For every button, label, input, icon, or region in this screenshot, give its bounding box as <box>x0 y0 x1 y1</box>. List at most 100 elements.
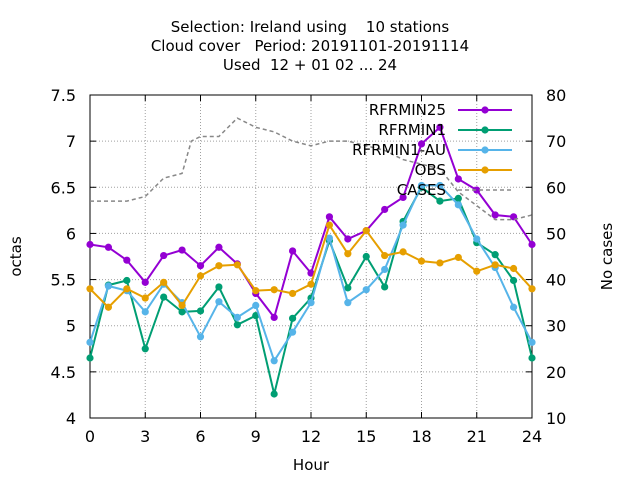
series-rfrmin1-au-point <box>528 338 536 346</box>
series-rfrmin1-point <box>454 194 462 202</box>
series-obs-point <box>528 285 536 293</box>
series-rfrmin1-point <box>86 354 94 362</box>
series-rfrmin25-point <box>288 247 297 255</box>
series-rfrmin25-point <box>491 211 499 219</box>
series-rfrmin1-au-point <box>436 181 444 190</box>
series-obs-point <box>307 280 315 288</box>
legend-rfrmin1-marker <box>481 126 489 134</box>
series-rfrmin25-point <box>123 256 131 264</box>
series-obs-point <box>473 267 481 275</box>
x-axis-label: Hour <box>293 456 330 474</box>
series-rfrmin1-au-point <box>325 234 334 242</box>
series-rfrmin1-au-point <box>344 299 352 307</box>
y2-tick-label: 40 <box>546 271 566 290</box>
series-rfrmin25-point <box>86 240 94 249</box>
series-rfrmin1-au-point <box>454 201 462 209</box>
series-obs-point <box>381 251 389 260</box>
series-rfrmin1-au-point <box>270 357 278 365</box>
series-rfrmin1-au-point <box>381 265 389 274</box>
series-rfrmin25-point <box>473 186 481 194</box>
series-obs-point <box>196 272 205 280</box>
series-obs-point <box>141 294 149 302</box>
series-rfrmin1-au-point <box>417 181 426 190</box>
series-obs-point <box>252 287 260 295</box>
series-rfrmin1-point <box>362 252 370 261</box>
y2-tick-label: 80 <box>546 86 566 105</box>
series-rfrmin1-au-point <box>399 221 407 229</box>
series-rfrmin1-au-point <box>141 308 149 316</box>
series-rfrmin25-point <box>436 123 444 131</box>
legend-rfrmin25-marker <box>481 106 489 114</box>
series-obs-point <box>344 250 352 258</box>
series-rfrmin1-point <box>233 321 241 329</box>
series-rfrmin25-point <box>215 243 223 251</box>
series-rfrmin25-point <box>141 278 149 286</box>
series-cases-line <box>90 117 533 221</box>
series-rfrmin1-au-point <box>307 299 315 307</box>
x-tick-label: 0 <box>85 427 95 446</box>
y-tick-label: 6 <box>66 224 76 243</box>
series-rfrmin1-point <box>160 293 168 301</box>
series-rfrmin1-au-point <box>233 313 241 322</box>
x-tick-label: 15 <box>356 427 376 446</box>
y-tick-label: 5.5 <box>51 271 76 290</box>
legend-rfrmin1-au-marker <box>481 146 489 154</box>
legend: RFRMIN25 RFRMIN1 RFRMIN1-AU OBS CASES <box>352 101 512 199</box>
title-line-1: Selection: Ireland using 10 stations <box>171 18 450 36</box>
series-rfrmin1-au-point <box>509 303 518 311</box>
series-obs-point <box>509 264 518 273</box>
series-rfrmin1-point <box>528 354 536 362</box>
y-tick-label: 4.5 <box>51 363 76 382</box>
series-rfrmin1-point <box>436 197 444 205</box>
y-axis-label: octas <box>7 236 25 276</box>
title-line-3: Used 12 + 01 02 ... 24 <box>223 56 397 74</box>
series-rfrmin1-au-point <box>104 282 113 290</box>
legend-rfrmin1-label: RFRMIN1 <box>378 121 446 139</box>
chart-title: Selection: Ireland using 10 stationsClou… <box>151 18 469 74</box>
series-rfrmin1-point <box>509 276 518 285</box>
x-tick-label: 21 <box>467 427 487 446</box>
title-line-2: Cloud cover Period: 20191101-20191114 <box>151 37 469 55</box>
series-obs-point <box>86 285 94 293</box>
series-rfrmin25-point <box>344 235 352 243</box>
series-rfrmin25-point <box>454 175 462 183</box>
y-tick-label: 7 <box>66 132 76 151</box>
series-rfrmin1-au-point <box>362 286 370 294</box>
y2-tick-label: 70 <box>546 132 566 151</box>
y-tick-label: 6.5 <box>51 178 76 197</box>
series-obs-point <box>362 227 370 235</box>
grid <box>90 95 532 418</box>
series-obs-point <box>270 286 278 294</box>
series-obs-point <box>178 301 186 310</box>
series-lines <box>86 117 536 398</box>
series-obs-point <box>491 261 499 269</box>
series-rfrmin25-point <box>528 240 536 249</box>
series-rfrmin1-au-point <box>86 338 94 346</box>
x-tick-label: 18 <box>411 427 431 446</box>
y2-tick-label: 10 <box>546 409 566 428</box>
legend-obs-marker <box>481 166 489 174</box>
x-tick-label: 6 <box>195 427 205 446</box>
series-obs-point <box>233 261 241 269</box>
series-rfrmin1-au-point <box>473 235 481 243</box>
series-rfrmin1-au-point <box>215 298 223 306</box>
series-rfrmin1-point <box>381 283 389 291</box>
x-tick-label: 9 <box>251 427 261 446</box>
series-rfrmin1-au-point <box>196 333 205 341</box>
series-rfrmin1-point <box>196 307 205 315</box>
series-rfrmin1-point <box>141 345 149 353</box>
axis-ticks: 0 3 6 9 12 15 18 21 24 4 4.5 5 5.5 6 6.5 7 7.5 10 20 30 40 50… <box>51 86 567 446</box>
legend-rfrmin1-au-label: RFRMIN1-AU <box>352 141 446 159</box>
y2-tick-label: 20 <box>546 363 566 382</box>
series-rfrmin25-point <box>381 205 389 214</box>
series-rfrmin1-au-point <box>288 328 297 336</box>
series-rfrmin1-point <box>288 314 297 322</box>
series-obs-point <box>436 259 444 267</box>
series-rfrmin1-au-point <box>252 301 260 310</box>
series-obs-point <box>215 262 223 270</box>
y2-tick-label: 60 <box>546 178 566 197</box>
y2-tick-label: 30 <box>546 317 566 336</box>
series-obs-point <box>104 303 113 311</box>
series-rfrmin25-point <box>325 213 334 221</box>
